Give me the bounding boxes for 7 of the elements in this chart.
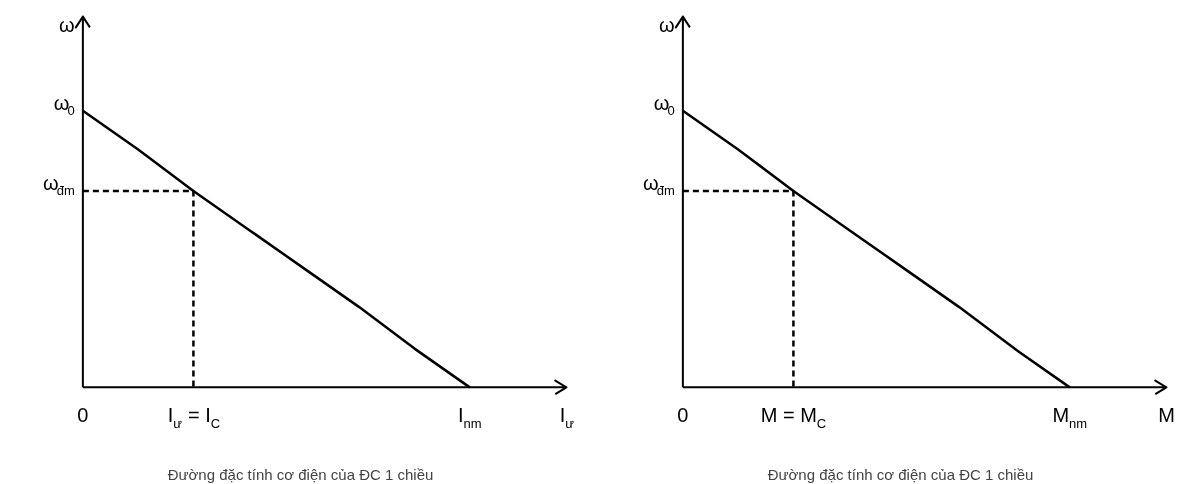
x-tick-label: 0 xyxy=(677,404,689,427)
x-axis-title: M xyxy=(1158,404,1175,427)
y-axis-title: ω xyxy=(659,13,675,36)
text: Đường đặc tính cơ điện của ĐC 1 chiều xyxy=(167,465,434,483)
text: Đường đặc tính cơ điện của ĐC 1 chiều xyxy=(767,465,1034,483)
x-tick-label: 0 xyxy=(77,404,89,427)
y-axis-title: ω xyxy=(59,13,75,36)
